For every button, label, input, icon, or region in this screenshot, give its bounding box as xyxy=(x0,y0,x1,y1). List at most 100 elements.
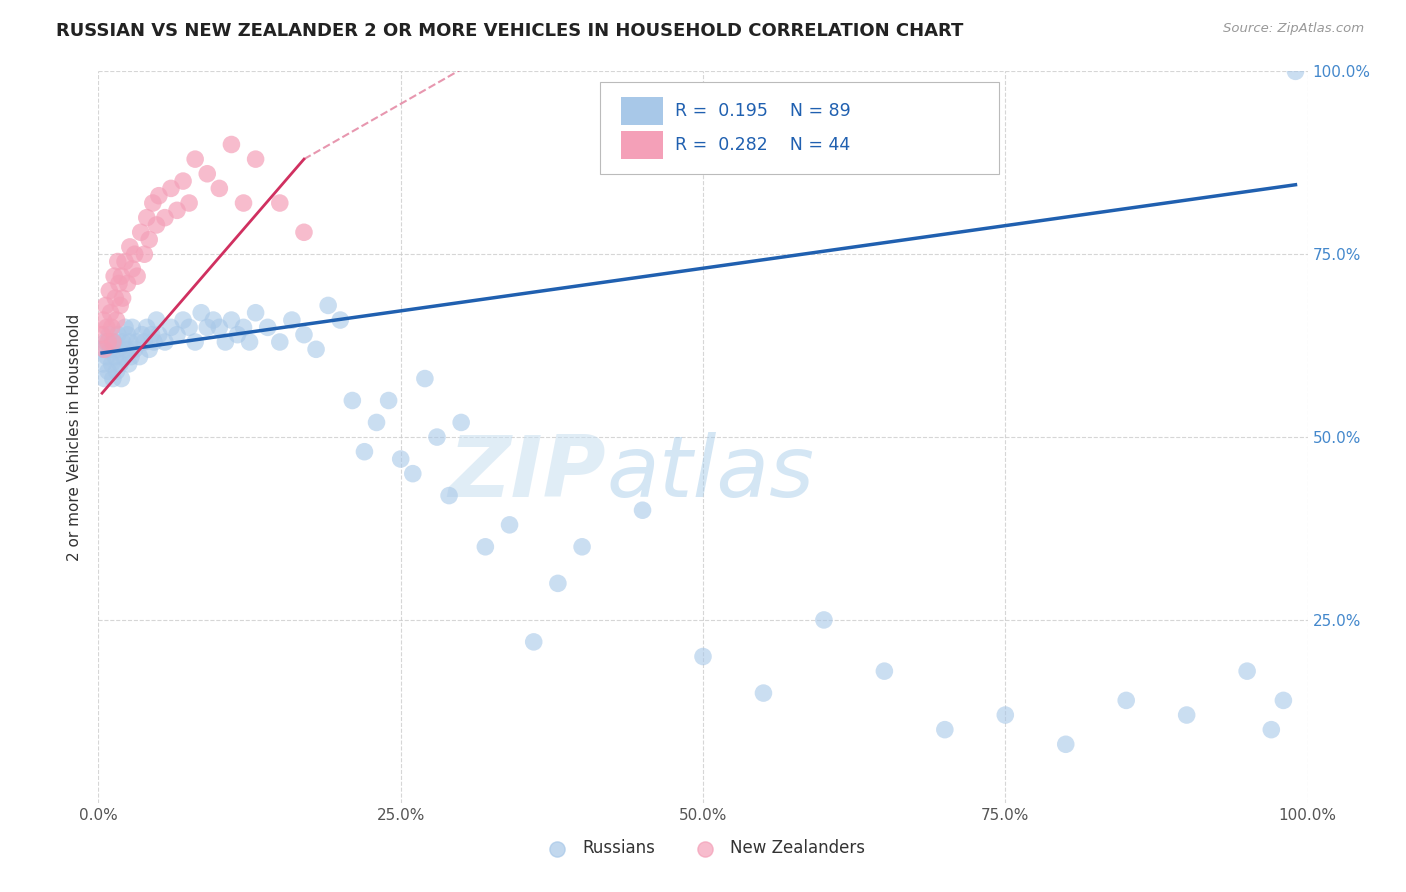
Point xyxy=(112,350,135,364)
Point xyxy=(184,334,207,349)
Point xyxy=(239,334,262,349)
Point xyxy=(101,334,124,349)
Text: Source: ZipAtlas.com: Source: ZipAtlas.com xyxy=(1223,22,1364,36)
Point xyxy=(117,327,139,342)
Point xyxy=(353,444,375,458)
Point xyxy=(316,298,339,312)
Point xyxy=(93,371,115,385)
Point xyxy=(118,240,141,254)
Text: R =  0.282    N = 44: R = 0.282 N = 44 xyxy=(675,136,851,154)
Point xyxy=(98,327,121,342)
FancyBboxPatch shape xyxy=(621,131,664,159)
Point xyxy=(195,320,218,334)
Point xyxy=(256,320,278,334)
Point xyxy=(208,181,231,195)
Point xyxy=(172,174,194,188)
Point xyxy=(128,350,150,364)
Point xyxy=(214,334,236,349)
Point xyxy=(110,371,132,385)
Point xyxy=(292,225,315,239)
Point xyxy=(96,350,118,364)
Point xyxy=(124,343,146,357)
Point xyxy=(103,334,125,349)
Point xyxy=(103,269,125,284)
Point xyxy=(91,313,114,327)
Point xyxy=(129,225,152,239)
Text: RUSSIAN VS NEW ZEALANDER 2 OR MORE VEHICLES IN HOUSEHOLD CORRELATION CHART: RUSSIAN VS NEW ZEALANDER 2 OR MORE VEHIC… xyxy=(56,22,963,40)
Point xyxy=(117,277,139,291)
Point xyxy=(571,540,593,554)
Point xyxy=(498,517,520,532)
Point xyxy=(305,343,328,357)
Point xyxy=(245,152,267,166)
Point xyxy=(100,306,122,320)
Point xyxy=(184,152,207,166)
Point xyxy=(101,371,124,385)
Point xyxy=(221,137,243,152)
Point xyxy=(107,327,129,342)
Point xyxy=(1236,664,1258,678)
Point xyxy=(1175,708,1198,723)
Y-axis label: 2 or more Vehicles in Household: 2 or more Vehicles in Household xyxy=(67,313,83,561)
Point xyxy=(281,313,304,327)
Point xyxy=(114,320,136,334)
Point xyxy=(389,452,412,467)
Point xyxy=(98,284,121,298)
Point xyxy=(145,313,167,327)
Point xyxy=(179,196,201,211)
Point xyxy=(179,320,201,334)
Point xyxy=(114,254,136,268)
Point xyxy=(148,327,170,342)
Point xyxy=(104,291,127,305)
Point xyxy=(97,334,120,349)
Point xyxy=(118,334,141,349)
Point xyxy=(97,364,120,378)
Point xyxy=(292,327,315,342)
Point xyxy=(426,430,449,444)
Point xyxy=(121,320,143,334)
Point xyxy=(813,613,835,627)
Point xyxy=(148,188,170,202)
Point xyxy=(108,343,131,357)
Point xyxy=(437,489,460,503)
Point xyxy=(127,269,149,284)
Point xyxy=(631,503,654,517)
Point xyxy=(195,167,218,181)
Point xyxy=(474,540,496,554)
Point xyxy=(160,181,183,195)
Point xyxy=(1284,64,1306,78)
Text: atlas: atlas xyxy=(606,432,814,516)
Point xyxy=(96,320,118,334)
Point xyxy=(402,467,425,481)
Point xyxy=(141,327,163,342)
Point xyxy=(110,269,132,284)
Point xyxy=(329,313,352,327)
Point xyxy=(118,357,141,371)
Legend: Russians, New Zealanders: Russians, New Zealanders xyxy=(534,832,872,864)
Point xyxy=(934,723,956,737)
Point xyxy=(190,306,212,320)
Point xyxy=(547,576,569,591)
Point xyxy=(366,416,388,430)
Point xyxy=(108,357,131,371)
Point xyxy=(1054,737,1077,751)
Point xyxy=(135,211,157,225)
Point xyxy=(108,298,131,312)
Point xyxy=(138,343,160,357)
Point xyxy=(105,364,128,378)
Point xyxy=(221,313,243,327)
Point xyxy=(143,334,166,349)
Point xyxy=(202,313,225,327)
Point xyxy=(226,327,249,342)
Text: ZIP: ZIP xyxy=(449,432,606,516)
Point xyxy=(523,635,546,649)
Point xyxy=(100,320,122,334)
Point xyxy=(245,306,267,320)
Point xyxy=(145,218,167,232)
Point xyxy=(1115,693,1137,707)
Point xyxy=(91,343,114,357)
Point xyxy=(124,247,146,261)
Point xyxy=(105,313,128,327)
Point xyxy=(232,320,254,334)
Point xyxy=(342,393,364,408)
